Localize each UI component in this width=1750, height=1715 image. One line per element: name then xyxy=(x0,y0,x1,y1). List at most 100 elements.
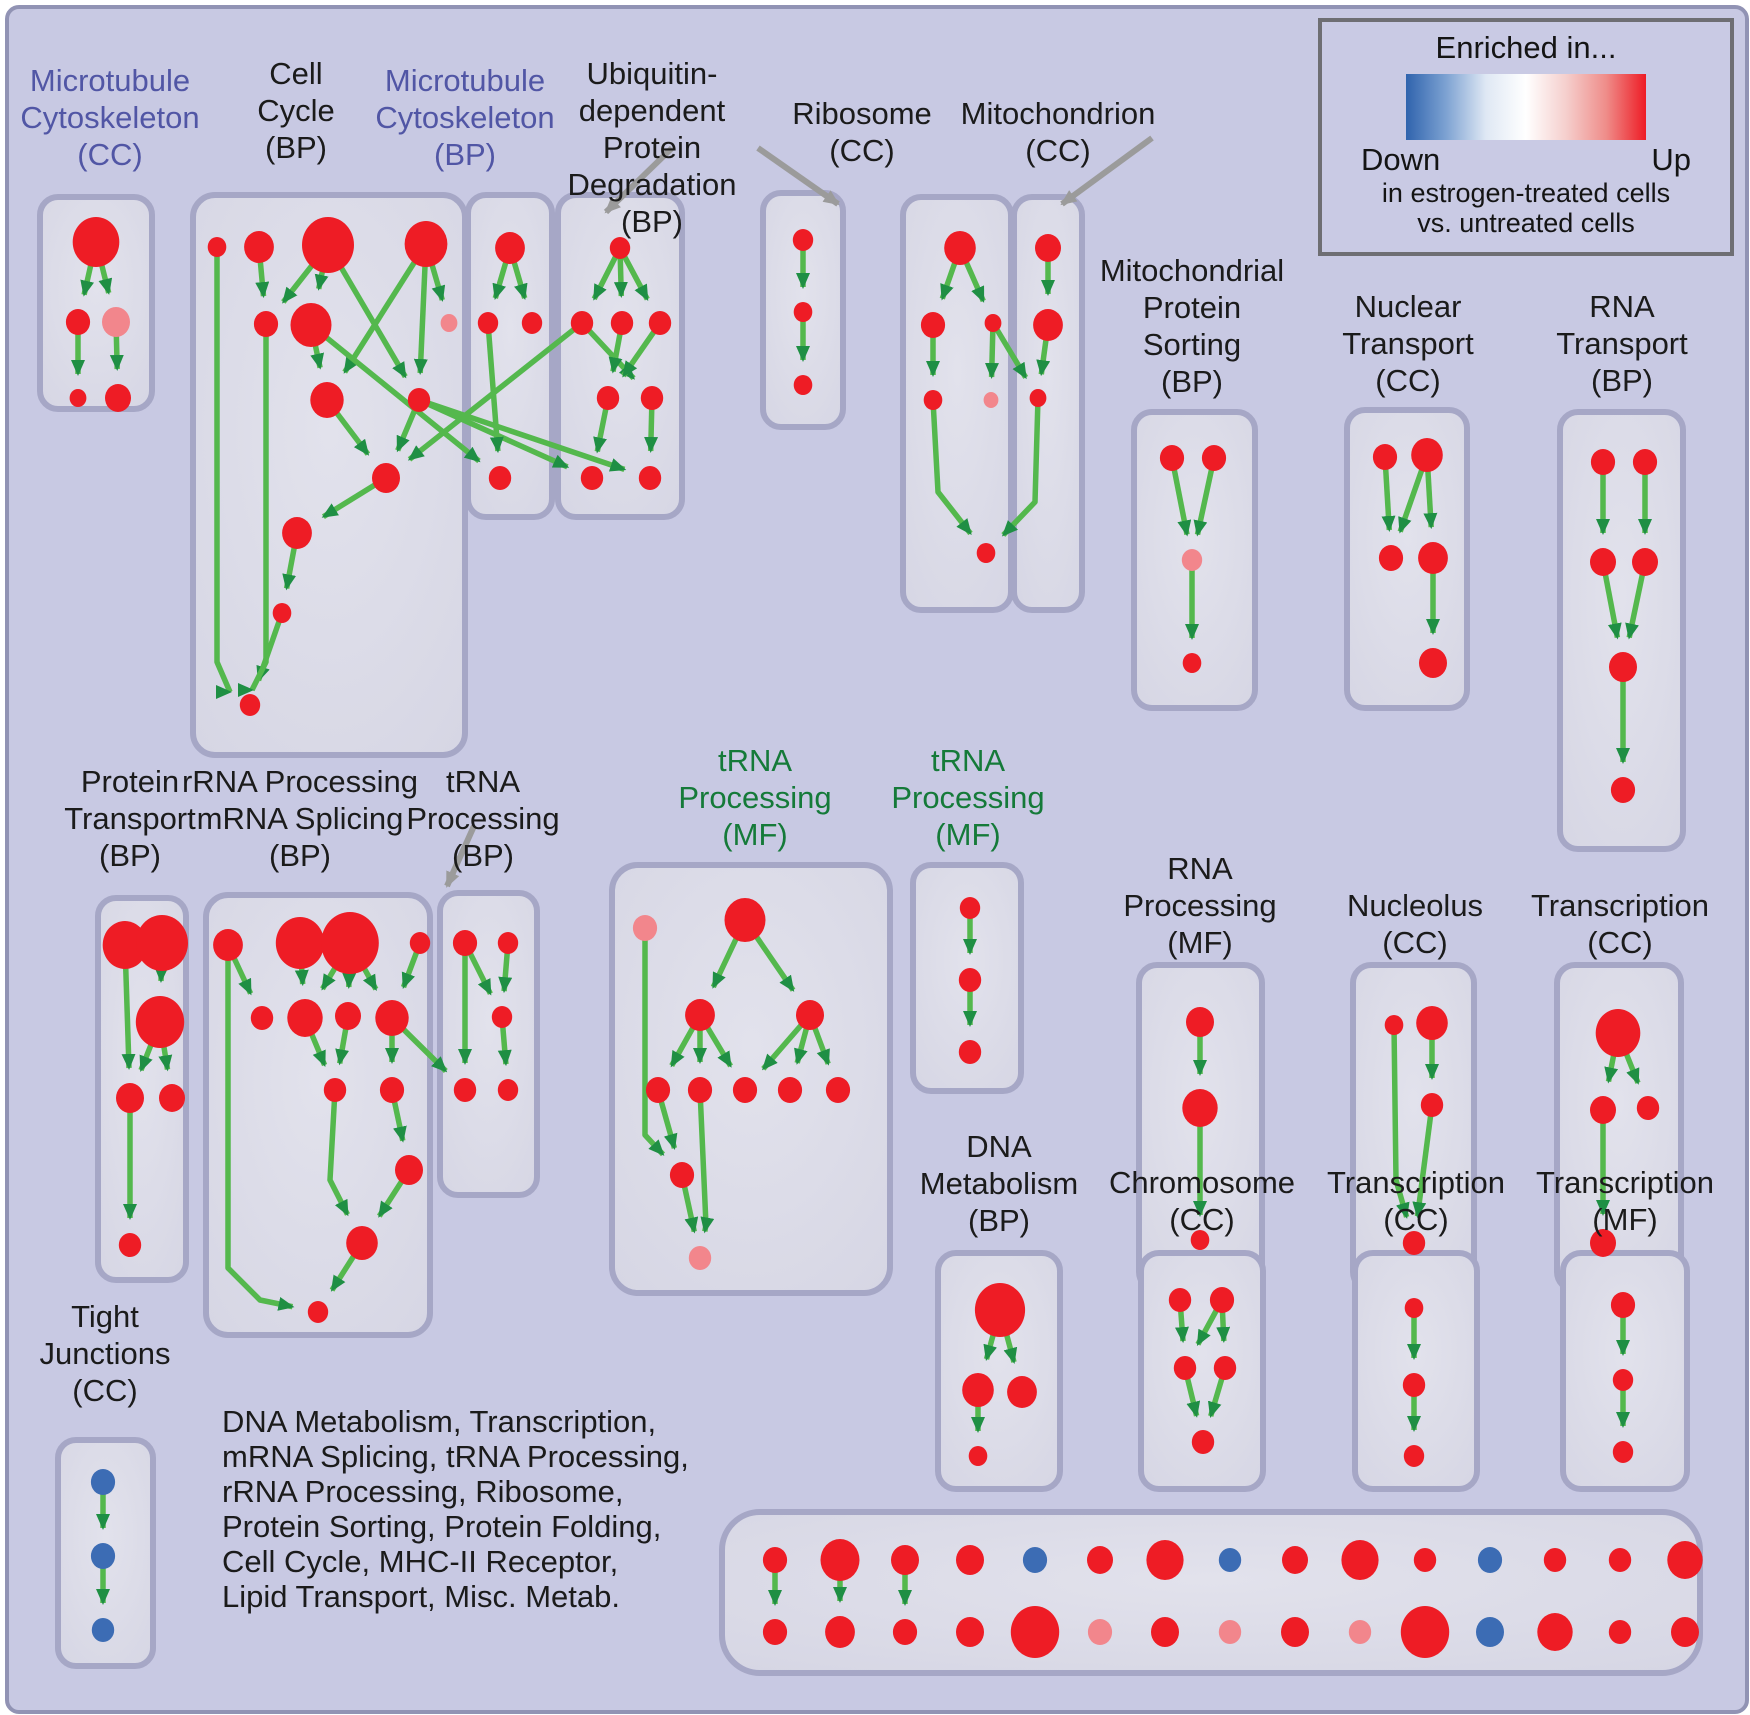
edge-nl3-nl4 xyxy=(1412,1104,1435,1219)
go-term-node-bb10 xyxy=(1400,1606,1450,1658)
go-term-node-rt4 xyxy=(1632,548,1658,576)
go-term-node-ub3 xyxy=(610,311,634,335)
go-term-node-cc3 xyxy=(302,217,354,273)
go-term-node-rr2 xyxy=(275,917,325,969)
go-term-node-nl3 xyxy=(1420,1093,1444,1117)
edge-cc6-mb4 xyxy=(309,322,481,464)
go-term-node-ta5 xyxy=(645,1077,671,1103)
go-term-node-bb14 xyxy=(1671,1617,1699,1647)
annotation-arrow-ubiquitin-to-right-box xyxy=(756,145,840,207)
go-term-node-bb11 xyxy=(1476,1617,1504,1647)
group-box-dna-metabolism-box xyxy=(935,1250,1063,1492)
legend-up-label: Up xyxy=(1651,142,1691,177)
go-term-node-rw1 xyxy=(346,1226,378,1260)
go-term-node-ub7 xyxy=(580,466,604,490)
edge-ru1-rw1 xyxy=(327,1089,350,1217)
edge-rb3-mi3 xyxy=(990,321,1029,380)
annotation-arrow-ubiquitin-to-left-box xyxy=(603,145,675,215)
go-term-node-dm1 xyxy=(974,1283,1026,1337)
go-term-node-rb4 xyxy=(923,390,943,410)
edge-cc8-ub8 xyxy=(418,397,627,473)
go-term-node-ms4 xyxy=(1182,653,1202,673)
go-term-node-tm2 xyxy=(958,968,982,992)
go-term-node-tc2 xyxy=(1590,1096,1616,1124)
go-term-node-rt3 xyxy=(1590,548,1616,576)
go-term-node-rx1 xyxy=(307,1301,329,1323)
go-term-node-ta6 xyxy=(687,1077,713,1103)
go-term-node-nt5 xyxy=(1419,648,1447,678)
go-term-node-bb2 xyxy=(892,1619,918,1645)
go-term-node-cc12 xyxy=(272,603,292,623)
go-term-node-tj3 xyxy=(91,1618,115,1642)
edge-mi3-rb6 xyxy=(1001,397,1041,537)
go-term-node-ru2 xyxy=(379,1077,405,1103)
go-term-node-ub4 xyxy=(648,311,672,335)
go-term-node-tm1 xyxy=(959,897,981,919)
go-term-node-mc5 xyxy=(105,384,131,412)
go-term-node-bb9 xyxy=(1348,1620,1372,1644)
go-term-node-ta10 xyxy=(669,1162,695,1188)
go-term-node-dm2 xyxy=(962,1373,994,1407)
go-term-node-cc4 xyxy=(404,221,448,267)
go-term-node-tj2 xyxy=(90,1543,116,1569)
go-term-node-rp3 xyxy=(1190,1230,1210,1250)
go-term-node-nt2 xyxy=(1411,438,1443,472)
group-box-rrna-box xyxy=(203,892,433,1338)
legend-gradient-bar xyxy=(1406,74,1646,140)
go-term-node-pt1 xyxy=(102,921,148,969)
go-term-node-bb5 xyxy=(1087,1619,1113,1645)
go-term-node-ub6 xyxy=(640,386,664,410)
go-term-node-bt7 xyxy=(1218,1548,1242,1572)
go-term-node-bb0 xyxy=(762,1619,788,1645)
go-term-node-nt4 xyxy=(1418,542,1448,574)
go-term-node-rt5 xyxy=(1609,652,1637,682)
go-term-node-bt8 xyxy=(1282,1546,1308,1574)
go-term-node-nl1 xyxy=(1384,1015,1404,1035)
go-term-node-tb2 xyxy=(497,932,519,954)
go-term-node-t21 xyxy=(1404,1298,1424,1318)
go-term-node-bt10 xyxy=(1413,1548,1437,1572)
edge-ta1-ta10 xyxy=(642,928,666,1157)
go-term-node-tc1 xyxy=(1595,1009,1641,1057)
go-term-node-mc3 xyxy=(102,307,130,337)
go-term-node-rp2 xyxy=(1182,1089,1218,1127)
go-term-node-uq3 xyxy=(793,375,813,395)
go-term-node-ta9 xyxy=(825,1077,851,1103)
go-term-node-ta3 xyxy=(685,999,715,1031)
go-term-node-rb1 xyxy=(944,231,976,265)
go-term-node-bb13 xyxy=(1608,1620,1632,1644)
go-term-node-rt2 xyxy=(1632,449,1658,475)
legend: Enriched in... Down Up in estrogen-treat… xyxy=(1318,18,1734,256)
go-term-node-pt5 xyxy=(159,1084,185,1112)
go-term-node-ch2 xyxy=(1209,1287,1235,1313)
go-term-node-bt14 xyxy=(1667,1541,1703,1579)
go-term-node-ub5 xyxy=(596,386,620,410)
go-term-node-bt9 xyxy=(1341,1540,1379,1580)
go-term-node-rt1 xyxy=(1590,449,1616,475)
go-term-node-dm4 xyxy=(968,1446,988,1466)
legend-title: Enriched in... xyxy=(1435,30,1617,65)
go-term-node-cc5 xyxy=(253,311,279,337)
go-term-node-t22 xyxy=(1402,1373,1426,1397)
go-term-node-t33 xyxy=(1612,1441,1634,1463)
go-term-node-pt4 xyxy=(116,1083,144,1113)
go-term-node-bt11 xyxy=(1477,1547,1503,1573)
go-term-node-rv1 xyxy=(395,1155,423,1185)
go-term-node-tm3 xyxy=(958,1040,982,1064)
go-term-node-tb5 xyxy=(497,1079,519,1101)
go-term-node-ub8 xyxy=(638,466,662,490)
go-term-node-bt1 xyxy=(820,1539,860,1581)
go-term-node-mi3 xyxy=(1029,389,1047,407)
go-term-node-ta11 xyxy=(688,1246,712,1270)
go-term-node-nt3 xyxy=(1378,545,1404,571)
go-term-node-pt3 xyxy=(135,996,185,1048)
go-term-node-bt5 xyxy=(1087,1546,1113,1574)
go-term-node-ta4 xyxy=(796,1000,824,1030)
go-term-node-mi2 xyxy=(1033,309,1063,341)
go-term-node-ch5 xyxy=(1191,1430,1215,1454)
legend-subtitle-1: in estrogen-treated cells xyxy=(1381,178,1671,208)
group-box-protein-transport-box xyxy=(95,895,189,1283)
legend-subtitle-2: vs. untreated cells xyxy=(1417,208,1635,238)
